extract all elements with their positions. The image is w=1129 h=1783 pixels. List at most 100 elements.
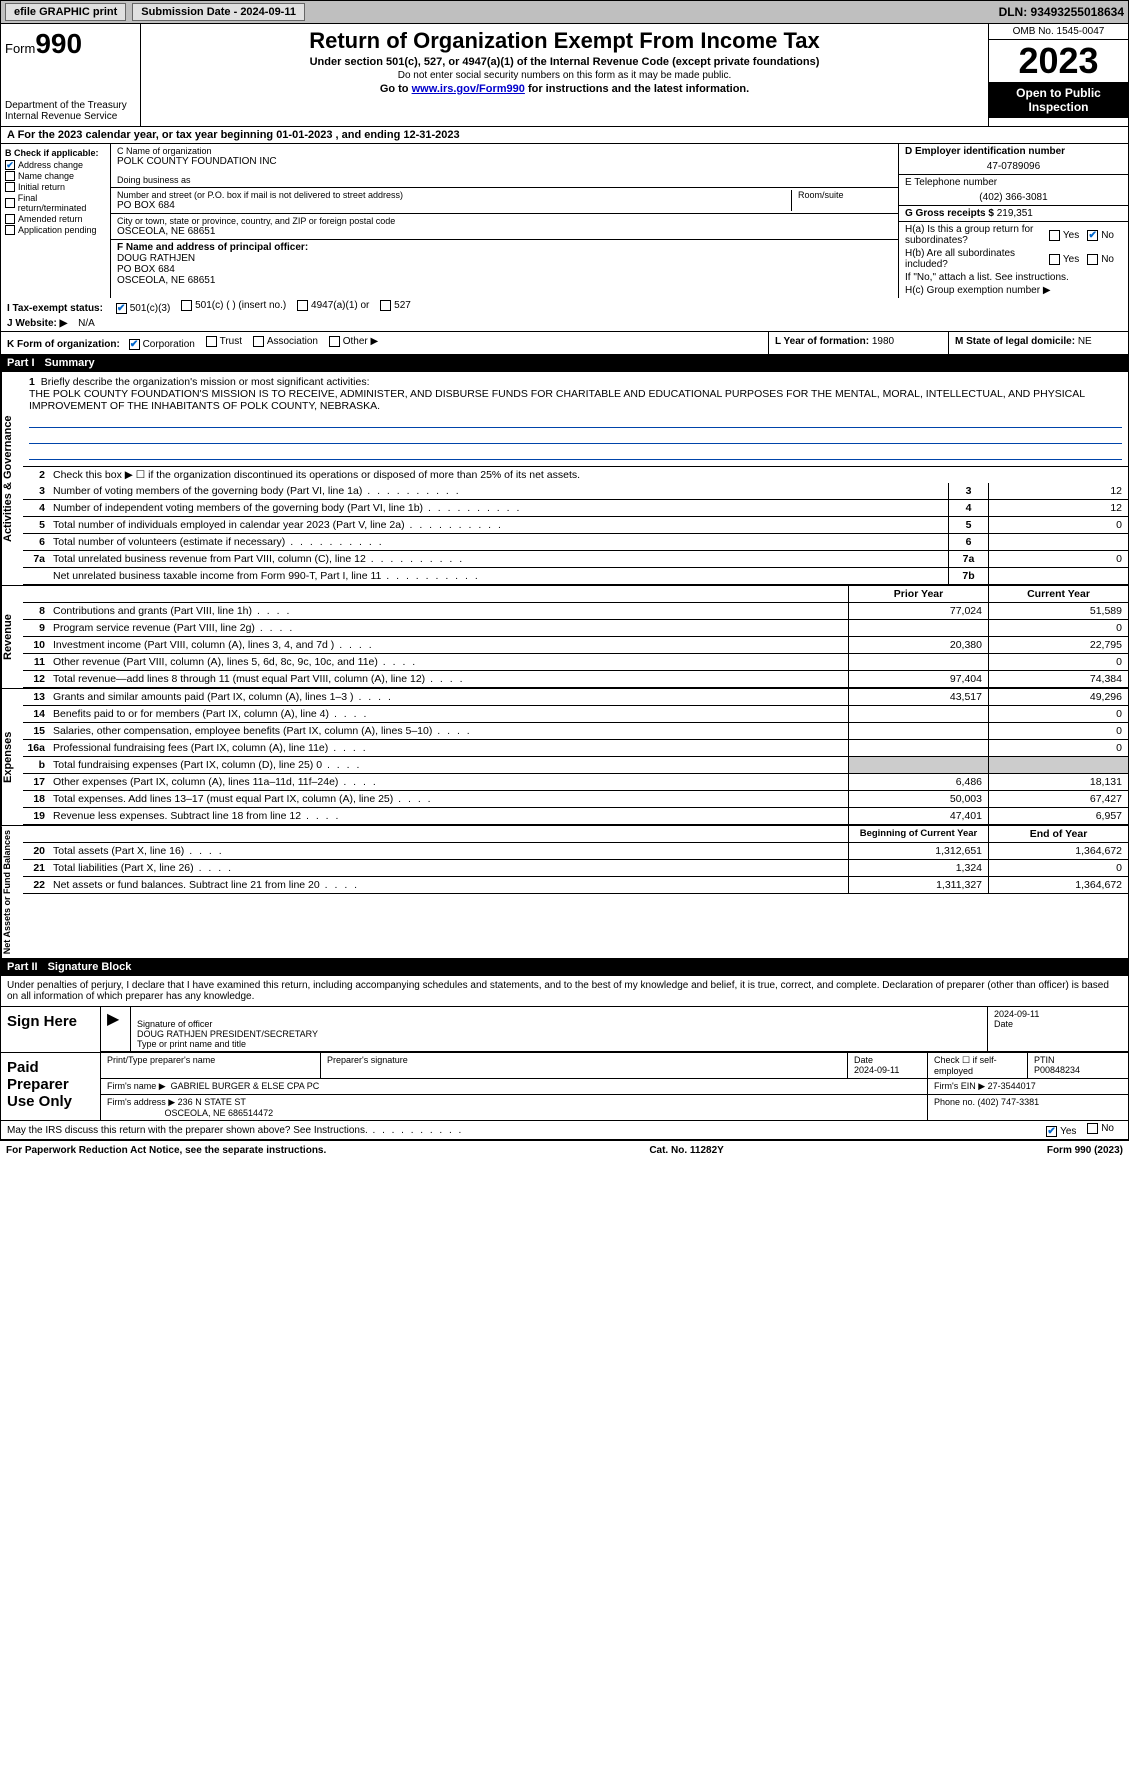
table-row: 10Investment income (Part VIII, column (… bbox=[23, 637, 1128, 654]
e-label: E Telephone number bbox=[905, 177, 1122, 188]
firm-ein: 27-3544017 bbox=[988, 1081, 1036, 1091]
table-row: 7aTotal unrelated business revenue from … bbox=[23, 551, 1128, 568]
city-state-zip: OSCEOLA, NE 68651 bbox=[117, 226, 892, 237]
part1-exp: Expenses 13Grants and similar amounts pa… bbox=[0, 689, 1129, 826]
table-row: 12Total revenue—add lines 8 through 11 (… bbox=[23, 671, 1128, 688]
irs-yes[interactable]: ✔ bbox=[1046, 1126, 1057, 1137]
hb-no[interactable] bbox=[1087, 254, 1098, 265]
dept-text: Department of the Treasury Internal Reve… bbox=[5, 100, 136, 122]
form-label: Form bbox=[5, 41, 35, 56]
sign-here-block: Sign Here ▶ Signature of officerDOUG RAT… bbox=[0, 1007, 1129, 1053]
hb-yes[interactable] bbox=[1049, 254, 1060, 265]
chk-4947[interactable] bbox=[297, 300, 308, 311]
table-row: 4Number of independent voting members of… bbox=[23, 500, 1128, 517]
gross-receipts: 219,351 bbox=[997, 208, 1033, 219]
arrow-icon: ▶ bbox=[107, 1011, 119, 1028]
chk-self-emp: Check ☐ if self-employed bbox=[934, 1055, 997, 1076]
form-title: Return of Organization Exempt From Incom… bbox=[145, 28, 984, 54]
website: N/A bbox=[78, 318, 95, 329]
ha-label: H(a) Is this a group return for subordin… bbox=[905, 224, 1049, 246]
table-row: 17Other expenses (Part IX, column (A), l… bbox=[23, 774, 1128, 791]
officer-name: DOUG RATHJEN bbox=[117, 253, 892, 264]
vlabel-exp: Expenses bbox=[1, 689, 23, 825]
part1-header: Part I Summary bbox=[0, 355, 1129, 372]
chk-initial-return[interactable] bbox=[5, 182, 15, 192]
part1-gov: Activities & Governance 1 Briefly descri… bbox=[0, 372, 1129, 586]
form-header: Form990 Department of the Treasury Inter… bbox=[0, 24, 1129, 127]
footer: For Paperwork Reduction Act Notice, see … bbox=[0, 1140, 1129, 1160]
q2-text: Check this box ▶ ☐ if the organization d… bbox=[49, 467, 1128, 483]
addr-label: Number and street (or P.O. box if mail i… bbox=[117, 190, 785, 200]
ha-no[interactable]: ✔ bbox=[1087, 230, 1098, 241]
table-row: 14Benefits paid to or for members (Part … bbox=[23, 706, 1128, 723]
open-public: Open to Public Inspection bbox=[989, 82, 1128, 118]
header-right: OMB No. 1545-0047 2023 Open to Public In… bbox=[988, 24, 1128, 126]
vlabel-rev: Revenue bbox=[1, 586, 23, 688]
table-row: 15Salaries, other compensation, employee… bbox=[23, 723, 1128, 740]
ha-yes[interactable] bbox=[1049, 230, 1060, 241]
vlabel-net: Net Assets or Fund Balances bbox=[1, 826, 23, 958]
cat-no: Cat. No. 11282Y bbox=[649, 1145, 723, 1156]
row-klm: K Form of organization: ✔Corporation Tru… bbox=[0, 332, 1129, 355]
g-label: G Gross receipts $ bbox=[905, 208, 997, 219]
chk-527[interactable] bbox=[380, 300, 391, 311]
section-bcd: B Check if applicable: ✔Address change N… bbox=[0, 144, 1129, 298]
sign-here-label: Sign Here bbox=[1, 1007, 101, 1052]
j-label: J Website: ▶ bbox=[7, 318, 67, 329]
d-label: D Employer identification number bbox=[905, 146, 1122, 157]
chk-501c[interactable] bbox=[181, 300, 192, 311]
chk-501c3[interactable]: ✔ bbox=[116, 303, 127, 314]
part1-rev: Revenue bPrior YearCurrent Year 8Contrib… bbox=[0, 586, 1129, 689]
chk-corp[interactable]: ✔ bbox=[129, 339, 140, 350]
phone: (402) 366-3081 bbox=[905, 192, 1122, 203]
chk-final-return[interactable] bbox=[5, 198, 15, 208]
mission-text: THE POLK COUNTY FOUNDATION'S MISSION IS … bbox=[29, 388, 1085, 412]
paid-preparer-block: Paid Preparer Use Only Print/Type prepar… bbox=[0, 1053, 1129, 1121]
table-row: bTotal fundraising expenses (Part IX, co… bbox=[23, 757, 1128, 774]
chk-other[interactable] bbox=[329, 336, 340, 347]
row-a: A For the 2023 calendar year, or tax yea… bbox=[0, 127, 1129, 144]
i-label: I Tax-exempt status: bbox=[7, 303, 103, 314]
header-left: Form990 Department of the Treasury Inter… bbox=[1, 24, 141, 126]
c-name-label: C Name of organization bbox=[117, 146, 892, 156]
table-row: 19Revenue less expenses. Subtract line 1… bbox=[23, 808, 1128, 825]
submission-date-button[interactable]: Submission Date - 2024-09-11 bbox=[132, 3, 305, 21]
paid-preparer-label: Paid Preparer Use Only bbox=[1, 1053, 101, 1120]
prep-date: 2024-09-11 bbox=[854, 1065, 899, 1075]
dln-text: DLN: 93493255018634 bbox=[999, 5, 1124, 19]
subtitle-1: Under section 501(c), 527, or 4947(a)(1)… bbox=[145, 56, 984, 68]
efile-print-button[interactable]: efile GRAPHIC print bbox=[5, 3, 126, 21]
chk-address-change[interactable]: ✔ bbox=[5, 160, 15, 170]
firm-name: GABRIEL BURGER & ELSE CPA PC bbox=[171, 1081, 320, 1091]
chk-assoc[interactable] bbox=[253, 336, 264, 347]
hc-label: H(c) Group exemption number ▶ bbox=[905, 285, 1122, 296]
irs-no[interactable] bbox=[1087, 1123, 1098, 1134]
part2-header: Part II Signature Block bbox=[0, 959, 1129, 976]
chk-app-pending[interactable] bbox=[5, 225, 15, 235]
f-label: F Name and address of principal officer: bbox=[117, 242, 892, 253]
org-name: POLK COUNTY FOUNDATION INC bbox=[117, 156, 892, 167]
table-row: 22Net assets or fund balances. Subtract … bbox=[23, 877, 1128, 894]
firm-city: OSCEOLA, NE 686514472 bbox=[165, 1108, 274, 1118]
may-irs-text: May the IRS discuss this return with the… bbox=[7, 1125, 463, 1136]
chk-amended[interactable] bbox=[5, 214, 15, 224]
firm-phone: (402) 747-3381 bbox=[978, 1097, 1040, 1107]
toolbar: efile GRAPHIC print Submission Date - 20… bbox=[0, 0, 1129, 24]
table-row: 5Total number of individuals employed in… bbox=[23, 517, 1128, 534]
may-irs-row: May the IRS discuss this return with the… bbox=[0, 1121, 1129, 1140]
table-row: 13Grants and similar amounts paid (Part … bbox=[23, 689, 1128, 706]
irs-link[interactable]: www.irs.gov/Form990 bbox=[412, 83, 525, 95]
ptin: P00848234 bbox=[1034, 1065, 1080, 1075]
k-label: K Form of organization: bbox=[7, 339, 120, 350]
part1-net: Net Assets or Fund Balances bBeginning o… bbox=[0, 826, 1129, 959]
sig-date: 2024-09-11 bbox=[994, 1009, 1039, 1019]
form-footer: Form 990 (2023) bbox=[1047, 1145, 1123, 1156]
officer-addr1: PO BOX 684 bbox=[117, 264, 892, 275]
chk-name-change[interactable] bbox=[5, 171, 15, 181]
q1-label: Briefly describe the organization's miss… bbox=[41, 376, 370, 388]
hb-note: If "No," attach a list. See instructions… bbox=[905, 272, 1122, 283]
col-d: D Employer identification number 47-0789… bbox=[898, 144, 1128, 298]
hb-label: H(b) Are all subordinates included? bbox=[905, 248, 1049, 270]
chk-trust[interactable] bbox=[206, 336, 217, 347]
street-address: PO BOX 684 bbox=[117, 200, 785, 211]
